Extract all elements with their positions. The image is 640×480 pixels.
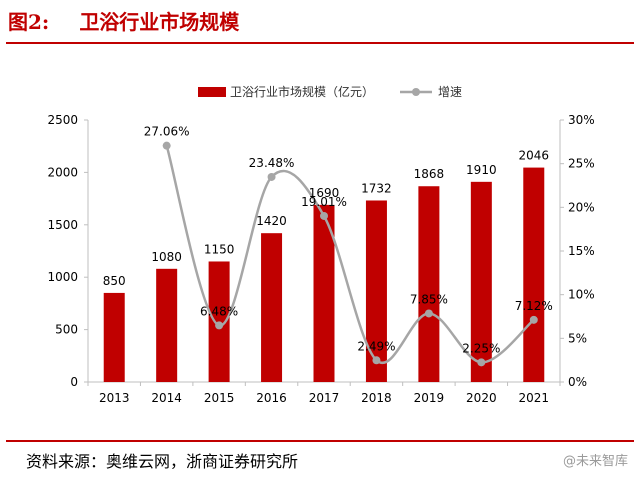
- y-right-tick-label: 5%: [568, 331, 587, 345]
- footer-divider: [6, 440, 634, 442]
- y-right-tick-label: 15%: [568, 244, 595, 258]
- bar-value-label: 2046: [519, 149, 550, 163]
- legend-line-label: 增速: [438, 85, 462, 99]
- y-right-tick-label: 0%: [568, 375, 587, 389]
- bar-value-label: 850: [103, 274, 126, 288]
- y-left-tick-label: 500: [55, 323, 78, 337]
- source-note: 资料来源：奥维云网，浙商证券研究所: [26, 452, 299, 471]
- figure-number: 图2:: [8, 10, 50, 34]
- growth-value-label: 6.48%: [200, 304, 238, 318]
- bar: [313, 204, 335, 382]
- bar: [156, 268, 178, 382]
- bar-value-label: 1868: [414, 167, 445, 181]
- bar-value-label: 1690: [309, 186, 340, 200]
- y-right-tick-label: 25%: [568, 157, 595, 171]
- x-tick-label: 2017: [309, 391, 340, 405]
- growth-value-label: 2.49%: [357, 339, 395, 353]
- x-tick-label: 2021: [519, 391, 550, 405]
- growth-point: [529, 315, 538, 324]
- y-left-tick-label: 2000: [47, 165, 78, 179]
- bar: [523, 167, 545, 382]
- bar-value-label: 1150: [204, 242, 235, 256]
- x-tick-label: 2016: [256, 391, 287, 405]
- y-left-tick-label: 1500: [47, 218, 78, 232]
- x-tick-label: 2020: [466, 391, 497, 405]
- y-right-tick-label: 30%: [568, 113, 595, 127]
- growth-value-label: 23.48%: [249, 156, 295, 170]
- x-tick-label: 2015: [204, 391, 235, 405]
- growth-point: [267, 172, 276, 181]
- legend-bar-label: 卫浴行业市场规模（亿元）: [230, 84, 374, 99]
- x-tick-label: 2018: [361, 391, 392, 405]
- figure-title: 图2: 卫浴行业市场规模: [8, 4, 239, 40]
- legend-line-marker: [412, 88, 420, 96]
- bar-value-label: 1080: [151, 250, 182, 264]
- bar-value-label: 1910: [466, 163, 497, 177]
- legend-bar-swatch: [198, 87, 226, 97]
- bar: [365, 200, 387, 382]
- growth-point: [162, 141, 171, 150]
- bar-value-label: 1420: [256, 214, 287, 228]
- y-left-tick-label: 0: [70, 375, 78, 389]
- growth-value-label: 27.06%: [144, 125, 190, 139]
- growth-value-label: 2.25%: [462, 341, 500, 355]
- growth-point: [424, 309, 433, 318]
- growth-point: [320, 211, 328, 220]
- growth-value-label: 19.01%: [301, 195, 347, 209]
- growth-value-label: 7.12%: [515, 299, 553, 313]
- y-right-tick-label: 20%: [568, 200, 595, 214]
- bar-value-label: 1732: [361, 181, 392, 195]
- growth-point: [477, 358, 486, 367]
- y-left-tick-label: 1000: [47, 270, 78, 284]
- bar: [103, 292, 125, 382]
- x-tick-label: 2014: [151, 391, 182, 405]
- x-tick-label: 2013: [99, 391, 130, 405]
- y-left-tick-label: 2500: [47, 113, 78, 127]
- growth-point: [215, 321, 224, 330]
- watermark: @未来智库: [562, 454, 628, 469]
- title-divider: [6, 42, 634, 44]
- figure-title-text: 卫浴行业市场规模: [79, 10, 240, 34]
- market-size-chart: 0 500 1000 1500 2000 2500 0% 5% 10% 15% 20% 25% 30% 2…: [47, 84, 595, 405]
- growth-point: [372, 356, 381, 365]
- bar: [418, 186, 440, 382]
- bar: [261, 233, 283, 382]
- bar: [470, 181, 492, 382]
- x-tick-label: 2019: [414, 391, 445, 405]
- y-right-tick-label: 10%: [568, 288, 595, 302]
- growth-value-label: 7.85%: [410, 292, 448, 306]
